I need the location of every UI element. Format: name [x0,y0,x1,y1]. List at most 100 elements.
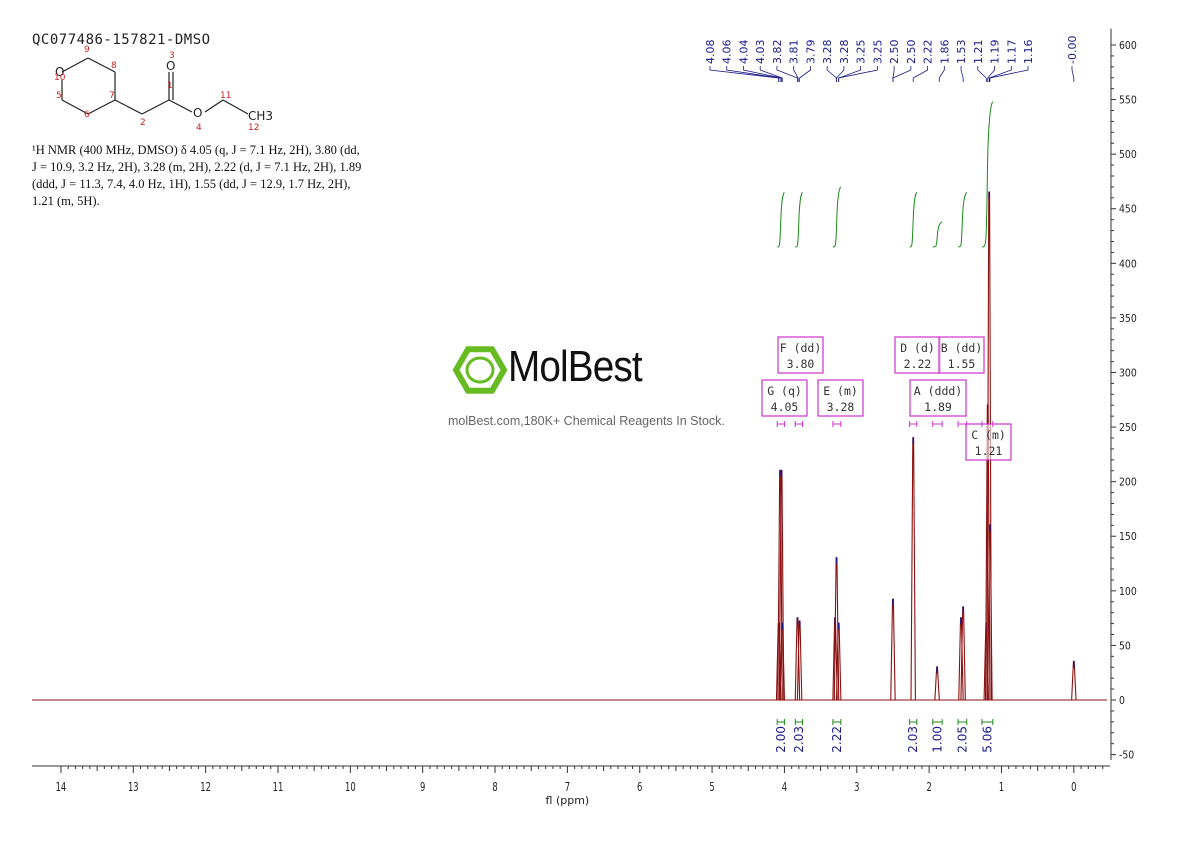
peak-label: 1.53 [955,40,968,65]
multiplet-box-frame [894,336,941,374]
peak-label: 4.03 [754,40,767,65]
multiplet-label: B (dd) [941,341,983,355]
peak-label-leader [836,66,845,82]
multiplet-shift: 1.21 [975,444,1003,458]
x-tick-label: 14 [56,781,67,795]
peak-label-leader [988,66,1012,82]
x-tick-label: 0 [1071,781,1076,795]
integral-curve [832,186,842,248]
multiplet-box-frame [777,336,824,374]
y-tick-label: 350 [1119,313,1137,325]
multiplet-shift: 1.55 [948,357,976,371]
peak-label-leader [989,66,1029,82]
multiplet-box: E (m) 3.28 [817,379,864,417]
multiplet-box: G (q) 4.05 [761,379,808,417]
peak-label: 1.16 [1022,40,1035,65]
peak-label: 4.08 [704,40,717,65]
peak-label: 1.86 [938,40,951,65]
watermark-brand: MolBest [508,342,643,391]
integral-curve [981,101,994,248]
peak-label-leader [1071,66,1075,82]
peak-label: 3.82 [771,40,784,65]
y-tick-label: 100 [1119,586,1137,598]
integral-curve [909,191,918,248]
y-tick-label: 500 [1119,150,1137,162]
peak-label: 4.04 [737,40,750,65]
integral-curve [958,191,967,248]
integral-value: 2.22 [830,726,844,753]
peak-label: 2.50 [905,40,918,65]
y-tick-label: 550 [1119,95,1137,107]
multiplet-label: G (q) [767,384,802,398]
multiplet-shift: 3.80 [787,357,815,371]
peak-label-leader [987,66,995,82]
y-tick-label: 300 [1119,368,1137,380]
peak-label: 4.06 [721,40,734,65]
peak-label: 1.19 [989,40,1002,65]
y-tick-label: 450 [1119,204,1137,216]
spectrum-peak [890,599,896,701]
peak-label-leader [912,66,928,82]
multiplet-shift: 3.28 [827,400,855,414]
peak-label-leader [826,66,837,82]
x-tick-label: 6 [637,781,642,795]
multiplet-box-frame [817,379,864,417]
peak-label-leader [799,66,811,82]
integral-value: 2.03 [906,726,920,753]
x-tick-label: 9 [420,781,425,795]
y-tick-label: 250 [1119,422,1137,434]
integral-value: 2.05 [955,726,969,753]
peak-label: -0.00 [1066,36,1079,64]
peak-label: 3.28 [838,40,851,65]
multiplet-box: D (d) 2.22 [894,336,941,374]
x-tick-label: 4 [782,781,787,795]
y-tick-label: 600 [1119,40,1137,52]
y-tick-label: 400 [1119,259,1137,271]
multiplet-box: A (ddd) 1.89 [909,379,967,417]
multiplet-box: B (dd) 1.55 [938,336,985,374]
x-tick-label: 1 [999,781,1004,795]
peak-label-leader [960,66,964,82]
peak-label-leader [938,66,945,82]
watermark-logo-icon [452,346,508,394]
x-tick-label: 13 [128,781,139,795]
integral-curve [777,191,785,248]
multiplet-box: C (m) 1.21 [965,423,1012,461]
integral-value: 2.00 [774,726,788,753]
x-tick-label: 11 [273,781,284,795]
peak-label: 2.22 [922,40,935,65]
watermark-tagline: molBest.com,180K+ Chemical Reagents In S… [448,414,725,428]
peak-label-leader [892,66,912,82]
integral-curve [795,191,803,248]
peak-label-leader [838,66,878,82]
multiplet-shift: 2.22 [904,357,932,371]
peak-label: 3.25 [855,40,868,65]
peak-label: 2.50 [888,40,901,65]
peak-label-leader [759,66,783,82]
peak-label-leader [776,66,798,82]
multiplet-label: D (d) [900,341,935,355]
integral-value: 1.00 [930,726,944,753]
integral-value: 2.03 [792,726,806,753]
multiplet-label: F (dd) [780,341,822,355]
multiplet-box: F (dd) 3.80 [777,336,824,374]
y-tick-label: 0 [1119,695,1125,707]
peak-label-leader [977,66,987,82]
peak-label: 3.79 [804,40,817,65]
integral-curve [932,221,943,248]
x-tick-label: 3 [854,781,859,795]
spectrum-peak [910,437,916,701]
peak-label-leader [743,66,782,82]
x-tick-label: 12 [200,781,211,795]
y-tick-label: 150 [1119,532,1137,544]
peak-label: 1.17 [1005,40,1018,65]
x-tick-label: 5 [709,781,714,795]
y-tick-label: 50 [1119,641,1131,653]
x-axis-label: fl (ppm) [546,794,590,807]
peak-label: 3.28 [821,40,834,65]
peak-label: 1.21 [972,40,985,65]
peak-label-leader [726,66,781,82]
x-tick-label: 2 [926,781,931,795]
